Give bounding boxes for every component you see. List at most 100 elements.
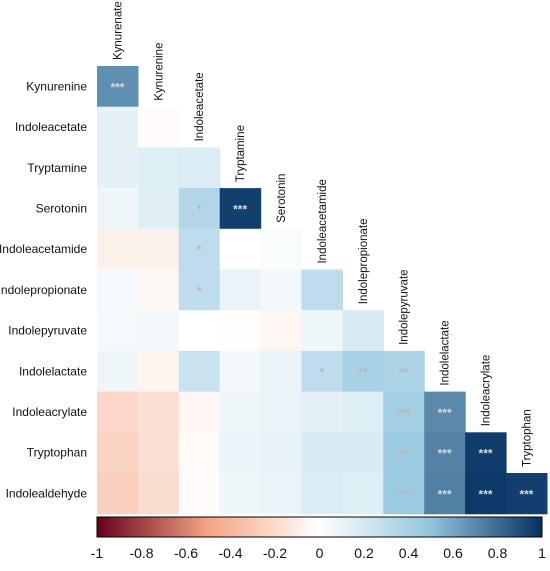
row-label: Kynurenine (26, 79, 87, 93)
significance-label: ** (399, 365, 409, 379)
colorbar-tick-label: -0.8 (129, 545, 153, 561)
heatmap-cell (301, 391, 343, 433)
heatmap-cell (137, 432, 180, 474)
heatmap-cell (97, 147, 139, 189)
row-label: Indolepyruvate (8, 324, 87, 338)
heatmap-cell (260, 228, 303, 271)
row-label: Indoleacetate (15, 120, 87, 134)
heatmap-cell (137, 310, 180, 352)
significance-label: * (197, 243, 202, 257)
heatmap-cell (342, 391, 384, 433)
heatmap-cell (137, 391, 180, 433)
heatmap-cell (301, 350, 343, 393)
colorbar-tick-label: -0.6 (174, 545, 198, 561)
heatmap-cell (383, 350, 425, 393)
heatmap-cell (178, 473, 221, 515)
heatmap-cell (342, 473, 384, 515)
heatmap-cell (137, 350, 180, 393)
heatmap-cell (465, 473, 507, 515)
heatmap-cell (219, 432, 262, 474)
heatmap-cell (219, 310, 262, 352)
heatmap-cell (465, 432, 507, 474)
colorbar-tick-label: -0.2 (263, 545, 287, 561)
heatmap-cell (137, 147, 180, 189)
significance-label: * (197, 202, 202, 216)
column-label: Kynurenine (153, 43, 165, 101)
heatmap-cell (178, 350, 221, 393)
significance-label: *** (110, 80, 124, 94)
heatmap-cell (219, 188, 262, 230)
heatmap-cell (97, 269, 139, 311)
column-label: Tryptamine (235, 125, 247, 182)
row-label: Indolelactate (19, 364, 87, 378)
significance-label: *** (438, 487, 452, 501)
heatmap-cell (178, 432, 221, 474)
heatmap-cell (97, 473, 139, 515)
row-label: Indoleacetamide (0, 242, 87, 256)
heatmap-cell (97, 391, 139, 433)
heatmap-cell (137, 188, 180, 230)
heatmap-cell (383, 391, 425, 433)
significance-label: *** (438, 447, 452, 461)
column-label: Tryptophan (521, 409, 533, 467)
column-label: Indoleacetate (194, 72, 206, 141)
row-label: Indoleacrylate (12, 405, 87, 419)
heatmap-cell (178, 391, 221, 433)
heatmap-cell (178, 310, 221, 352)
significance-label: ** (358, 365, 368, 379)
heatmap-cell (424, 391, 466, 433)
heatmap-cell (383, 432, 425, 474)
heatmap-cell (506, 473, 548, 515)
colorbar-tick-label: 0.2 (354, 545, 374, 561)
column-label: Indoleacetamide (317, 179, 329, 263)
significance-label: * (197, 284, 202, 298)
row-label: Indolepropionate (0, 283, 87, 297)
heatmap-cell (137, 106, 180, 148)
colorbar (96, 516, 543, 538)
heatmap-cell (424, 473, 466, 515)
colorbar-tick-label: 0.6 (443, 545, 463, 561)
heatmap-cell (219, 350, 262, 393)
heatmap-cell (137, 473, 180, 515)
heatmap-cell (260, 269, 303, 311)
column-label: Indolepropionate (358, 219, 370, 305)
row-label: Indolealdehyde (6, 486, 88, 500)
heatmap-cell (219, 269, 262, 311)
significance-label: *** (397, 487, 411, 501)
heatmap-cell (342, 432, 384, 474)
heatmap-cell (260, 310, 303, 352)
heatmap-cell (219, 228, 262, 271)
heatmap-cell (97, 310, 139, 352)
heatmap-cell (301, 310, 343, 352)
heatmap-cell (97, 432, 139, 474)
heatmap-cell (301, 432, 343, 474)
heatmap-cell (97, 350, 139, 393)
row-label: Tryptamine (27, 161, 87, 175)
heatmap-cell (301, 473, 343, 515)
colorbar-tick-label: 0 (316, 545, 324, 561)
heatmap-cell (301, 269, 343, 311)
heatmap-cell (383, 473, 425, 515)
column-label: Indolepyruvate (399, 269, 411, 344)
colorbar-tick-label: 0.4 (399, 545, 419, 561)
colorbar-tick-label: -0.4 (218, 545, 242, 561)
column-label: Indolelactate (440, 320, 452, 385)
heatmap-cell (178, 228, 221, 271)
heatmap-cell (260, 391, 303, 433)
column-label: Serotonin (276, 174, 288, 223)
significance-label: *** (519, 487, 533, 501)
heatmap-cell (260, 350, 303, 393)
significance-label: * (320, 365, 325, 379)
heatmap-cell (97, 188, 139, 230)
heatmap-cell (97, 106, 139, 148)
heatmap-cell (137, 269, 180, 311)
heatmap-cell (137, 228, 180, 271)
heatmap-cell (342, 350, 384, 393)
colorbar-tick-label: -1 (91, 545, 104, 561)
heatmap-cell (178, 188, 221, 230)
significance-label: *** (233, 202, 247, 216)
significance-label: *** (479, 447, 493, 461)
significance-label: *** (397, 406, 411, 420)
heatmap-cell (219, 391, 262, 433)
